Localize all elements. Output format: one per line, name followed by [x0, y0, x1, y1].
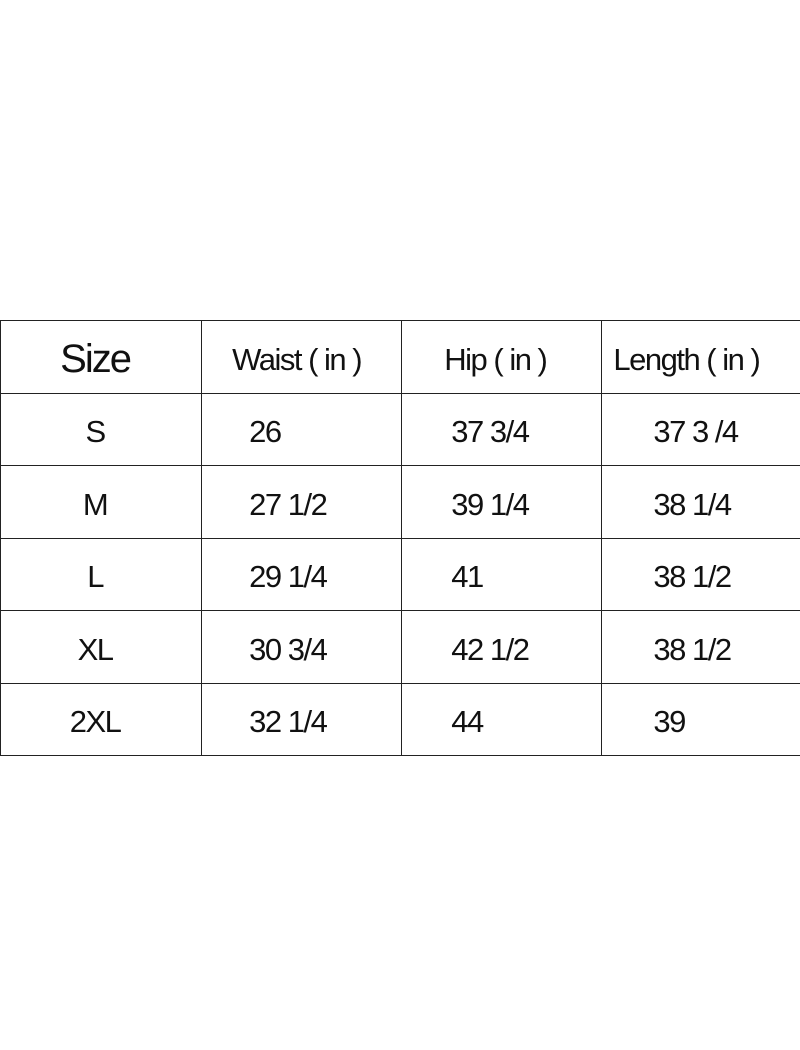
cell-length: 37 3 /4	[601, 392, 800, 466]
cell-hip: 37 3/4	[401, 392, 603, 466]
cell-length: 38 1/2	[601, 537, 800, 611]
cell-hip: 41	[401, 537, 603, 611]
cell-waist: 30 3/4	[201, 610, 403, 684]
header-size: Size	[0, 320, 203, 394]
cell-waist: 32 1/4	[201, 682, 403, 756]
size-chart-table: Size Waist ( in ) Hip ( in ) Length ( in…	[0, 320, 800, 756]
cell-hip: 44	[401, 682, 603, 756]
cell-size: M	[0, 465, 203, 539]
cell-size: XL	[0, 610, 203, 684]
cell-length: 38 1/2	[601, 610, 800, 684]
header-waist: Waist ( in )	[201, 320, 403, 394]
table-row: S 26 37 3/4 37 3 /4	[0, 392, 800, 466]
header-hip: Hip ( in )	[401, 320, 603, 394]
table-row: M 27 1/2 39 1/4 38 1/4	[0, 465, 800, 539]
table-row: L 29 1/4 41 38 1/2	[0, 537, 800, 611]
cell-waist: 26	[201, 392, 403, 466]
cell-hip: 42 1/2	[401, 610, 603, 684]
cell-length: 39	[601, 682, 800, 756]
header-length: Length ( in )	[601, 320, 800, 394]
table-row: XL 30 3/4 42 1/2 38 1/2	[0, 610, 800, 684]
cell-waist: 27 1/2	[201, 465, 403, 539]
table-row: 2XL 32 1/4 44 39	[0, 682, 800, 756]
cell-hip: 39 1/4	[401, 465, 603, 539]
cell-size: L	[0, 537, 203, 611]
header-row: Size Waist ( in ) Hip ( in ) Length ( in…	[0, 320, 800, 394]
cell-waist: 29 1/4	[201, 537, 403, 611]
cell-length: 38 1/4	[601, 465, 800, 539]
cell-size: 2XL	[0, 682, 203, 756]
cell-size: S	[0, 392, 203, 466]
